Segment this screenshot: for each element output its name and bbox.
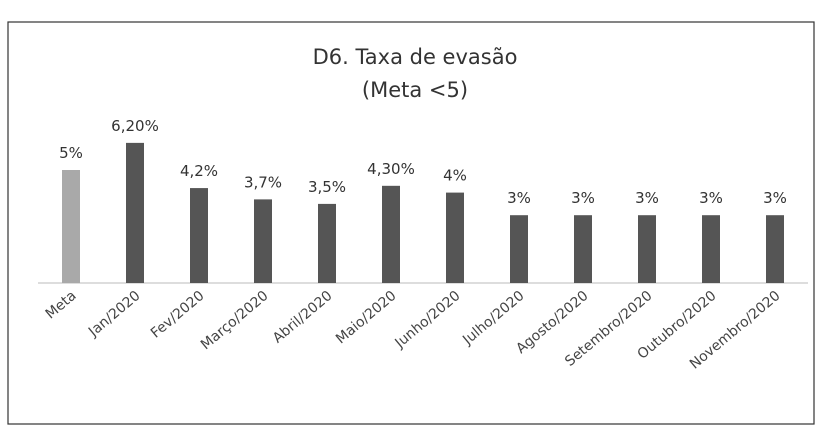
bar (510, 215, 528, 283)
bar (574, 215, 592, 283)
bar (638, 215, 656, 283)
bar (382, 185, 400, 283)
value-label: 4% (443, 167, 467, 185)
value-label: 3% (699, 189, 723, 207)
value-label: 3,5% (308, 178, 346, 196)
bar (126, 142, 144, 283)
value-label: 3% (507, 189, 531, 207)
value-label: 3% (635, 189, 659, 207)
value-label: 3,7% (244, 173, 282, 191)
bar (190, 188, 208, 283)
chart-subtitle: (Meta <5) (362, 78, 468, 102)
value-label: 5% (59, 144, 83, 162)
chart-title: D6. Taxa de evasão (313, 45, 518, 69)
bar (254, 199, 272, 283)
bar (62, 170, 80, 283)
value-label: 4,2% (180, 162, 218, 180)
value-label: 4,30% (367, 160, 415, 178)
bar (702, 215, 720, 283)
bar (446, 192, 464, 283)
bar (766, 215, 784, 283)
value-label: 6,20% (111, 117, 159, 135)
value-label: 3% (571, 189, 595, 207)
value-label: 3% (763, 189, 787, 207)
bar (318, 203, 336, 283)
